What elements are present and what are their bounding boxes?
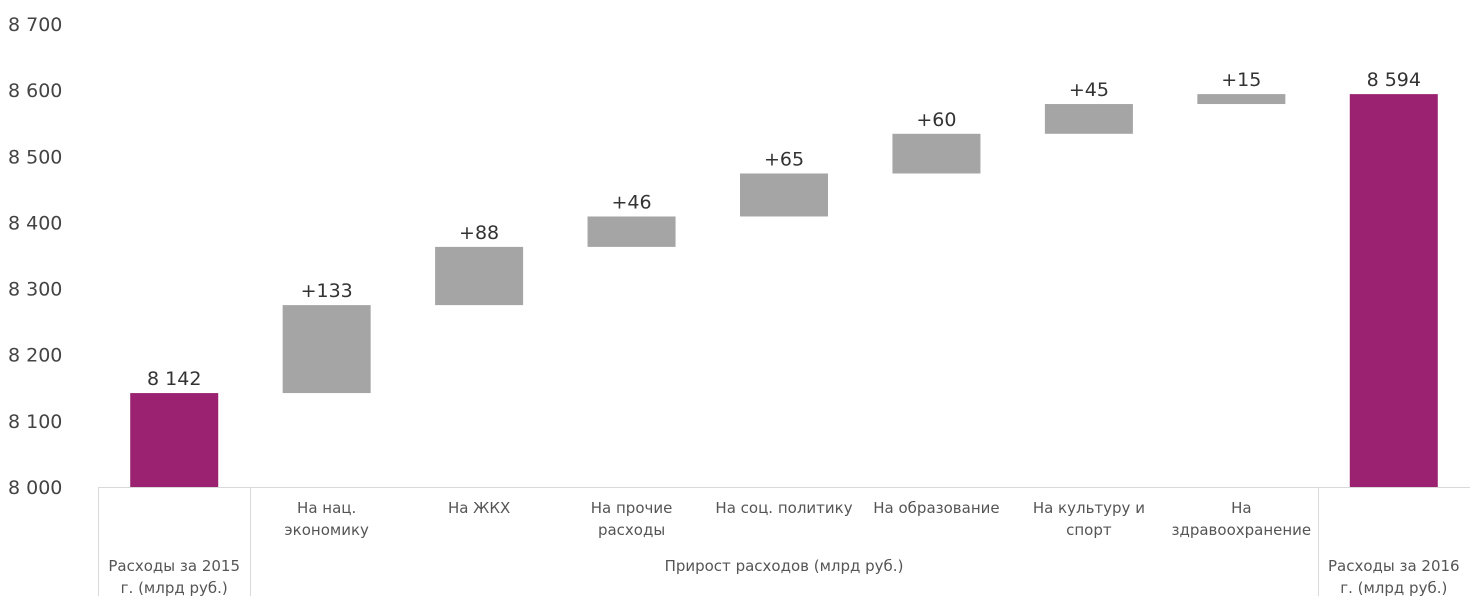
x-category-label: расходы (598, 521, 665, 539)
delta-bar (892, 133, 981, 174)
delta-bar (435, 246, 524, 306)
x-category-label: экономику (284, 521, 369, 539)
x-category-label: Расходы за 2016 (1328, 557, 1460, 575)
x-axis: Расходы за 2015 г. (млрд руб.) На нац. экон… (98, 487, 1470, 596)
data-label: +60 (916, 109, 956, 131)
x-category-label: На культуру и (1033, 499, 1145, 517)
data-label: 8 594 (1367, 69, 1421, 91)
data-label: +133 (301, 280, 353, 302)
x-category-label: Расходы за 2015 (108, 557, 240, 575)
data-label: +45 (1069, 79, 1109, 101)
y-tick-label: 8 400 (8, 212, 62, 234)
data-label: +65 (764, 148, 804, 170)
data-labels: 8 142 +133 +88 +46 +65 +60 +45 +15 8 594 (147, 69, 1421, 390)
x-category-label: спорт (1066, 521, 1112, 539)
data-label: +88 (459, 222, 499, 244)
x-category-label: На нац. (297, 499, 356, 517)
delta-bar (587, 216, 676, 247)
x-category-label: На соц. политику (715, 499, 852, 517)
delta-bar (282, 305, 371, 394)
y-tick-label: 8 500 (8, 146, 62, 168)
x-category-label: На ЖКХ (448, 499, 510, 517)
total-bar (130, 393, 219, 487)
total-bar (1349, 94, 1438, 488)
x-category-label: На образование (873, 499, 999, 517)
y-tick-label: 8 600 (8, 80, 62, 102)
data-label: +15 (1221, 69, 1261, 91)
y-axis: 8 000 8 100 8 200 8 300 8 400 8 500 8 600 8 700 (8, 14, 62, 499)
delta-bar (740, 173, 828, 217)
y-tick-label: 8 300 (8, 279, 62, 301)
delta-bar (1197, 94, 1286, 105)
x-group-label: Прирост расходов (млрд руб.) (665, 557, 904, 575)
data-label: 8 142 (147, 368, 201, 390)
x-category-label: г. (млрд руб.) (121, 579, 228, 596)
x-category-label: На (1231, 499, 1251, 517)
y-tick-label: 8 200 (8, 345, 62, 367)
delta-bar (1044, 104, 1133, 134)
y-tick-label: 8 700 (8, 14, 62, 36)
x-category-label: г. (млрд руб.) (1340, 579, 1447, 596)
x-category-label: здравоохранение (1171, 521, 1311, 539)
bars (130, 94, 1438, 488)
y-tick-label: 8 000 (8, 477, 62, 499)
data-label: +46 (612, 191, 652, 213)
x-category-label: На прочие (591, 499, 673, 517)
y-tick-label: 8 100 (8, 411, 62, 433)
